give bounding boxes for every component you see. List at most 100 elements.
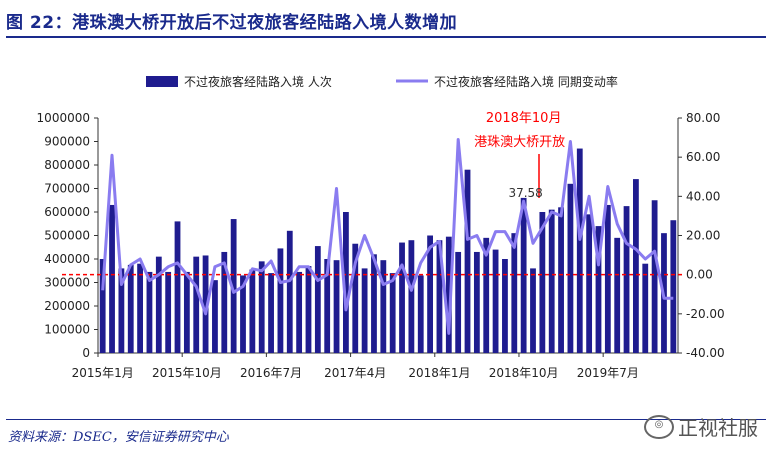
bar — [137, 263, 143, 353]
bar — [633, 179, 639, 353]
bar — [408, 240, 415, 353]
y-left-tick-label: 100000 — [44, 323, 90, 337]
annotation-value-label: 37.58 — [508, 186, 542, 200]
bar — [277, 248, 284, 353]
x-tick-label: 2016年7月 — [240, 366, 302, 380]
bar — [118, 268, 125, 353]
chart: 不过夜旅客经陆路入境 人次 不过夜旅客经陆路入境 同期变动率 0 100000 20… — [37, 74, 725, 380]
bar — [127, 264, 134, 353]
bar — [333, 260, 340, 353]
bar — [193, 256, 200, 353]
annotation-date: 2018年10月 — [486, 111, 562, 126]
y-right-tick-label: 80.00 — [686, 111, 720, 125]
bar — [642, 263, 649, 353]
bar — [221, 251, 228, 353]
bar — [548, 209, 555, 353]
bar — [212, 280, 218, 353]
bar — [249, 269, 256, 353]
y-left-tick-label: 300000 — [44, 276, 90, 290]
legend: 不过夜旅客经陆路入境 人次 不过夜旅客经陆路入境 同期变动率 — [146, 74, 618, 89]
y-left-tick-label: 800000 — [44, 158, 90, 172]
x-tick-label: 2018年10月 — [489, 366, 559, 380]
bar — [464, 169, 471, 353]
bar — [109, 204, 115, 353]
x-tick-label: 2015年1月 — [72, 366, 134, 380]
bar-series — [99, 148, 677, 353]
y-left-tick-label: 700000 — [44, 182, 90, 196]
bar — [586, 214, 593, 353]
legend-bar-swatch — [146, 76, 178, 87]
bar — [183, 271, 190, 353]
bar — [146, 271, 153, 353]
bar — [389, 273, 396, 353]
bar — [155, 256, 162, 353]
bar — [240, 275, 246, 353]
bar — [427, 235, 433, 353]
x-tick-label: 2019年7月 — [577, 366, 639, 380]
bar — [576, 148, 583, 353]
bar — [473, 251, 480, 353]
y-left-tick-label: 400000 — [44, 252, 90, 266]
bar — [314, 246, 321, 353]
bar — [99, 259, 106, 353]
bar — [380, 260, 387, 353]
y-right-tick-label: -40.00 — [686, 346, 725, 360]
bar — [567, 183, 574, 353]
bar — [595, 226, 602, 353]
y-left-tick-label: 0 — [82, 346, 90, 360]
bar — [202, 255, 209, 353]
bar — [520, 197, 527, 353]
bar — [286, 230, 293, 353]
y-left-tick-label: 200000 — [44, 299, 90, 313]
bar — [483, 237, 490, 353]
bar — [539, 212, 546, 353]
growth-line — [101, 138, 674, 335]
bar — [670, 220, 677, 353]
bar — [268, 273, 274, 353]
x-tick-label: 2018年1月 — [408, 366, 470, 380]
bar — [417, 275, 424, 353]
y-right-tick-label: 0.00 — [686, 268, 713, 282]
bar — [623, 206, 630, 353]
y-left-tick-label: 600000 — [44, 205, 90, 219]
bar — [352, 243, 359, 353]
bar — [324, 259, 331, 353]
source-divider — [6, 419, 766, 420]
title-divider — [6, 36, 766, 38]
bar — [502, 259, 508, 353]
legend-line-label: 不过夜旅客经陆路入境 同期变动率 — [434, 74, 618, 89]
x-tick-label: 2017年4月 — [324, 366, 386, 380]
watermark-text: 正视社服 — [678, 416, 758, 440]
bar — [296, 271, 303, 353]
y-left-tick-label: 1000000 — [37, 111, 90, 125]
x-tick-label: 2015年10月 — [152, 366, 222, 380]
y-left-tick-label: 900000 — [44, 135, 90, 149]
bar — [399, 242, 405, 353]
bar — [511, 233, 518, 353]
bar — [371, 254, 377, 353]
y-right-tick-label: 20.00 — [686, 229, 720, 243]
bar — [445, 236, 452, 353]
bar — [165, 271, 172, 353]
bar — [436, 240, 443, 353]
source-note: 资料来源：DSEC，安信证券研究中心 — [8, 430, 229, 445]
bar — [174, 221, 181, 353]
bar — [558, 207, 564, 353]
bar — [455, 251, 462, 353]
figure-title: 图 22：港珠澳大桥开放后不过夜旅客经陆路入境人数增加 — [6, 13, 458, 33]
bar — [258, 261, 265, 353]
bar — [651, 200, 658, 353]
axes: 0 100000 200000 300000 400000 500000 600000 700… — [37, 111, 725, 380]
bar — [361, 268, 368, 353]
bar — [614, 237, 621, 353]
y-right-tick-label: 40.00 — [686, 189, 720, 203]
annotation-event: 港珠澳大桥开放 — [474, 134, 565, 150]
legend-bar-label: 不过夜旅客经陆路入境 人次 — [184, 74, 332, 89]
bar — [230, 219, 237, 353]
bar — [343, 212, 349, 353]
y-left-tick-label: 500000 — [44, 229, 90, 243]
bar — [492, 249, 499, 353]
watermark: ◎ 正视社服 — [644, 412, 758, 441]
bar — [530, 268, 536, 353]
y-right-tick-label: -20.00 — [686, 307, 725, 321]
